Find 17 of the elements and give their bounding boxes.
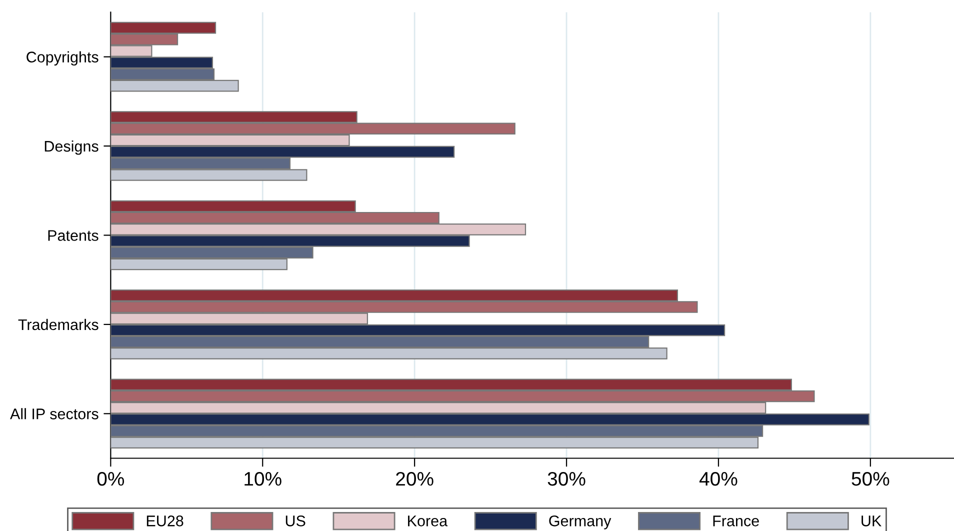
y-tick-label: Copyrights <box>26 51 98 66</box>
legend-label: Korea <box>408 516 448 526</box>
x-tick-label: 40% <box>699 472 738 486</box>
legend-label: Germany <box>549 516 612 530</box>
y-tick-label: Trademarks <box>18 318 98 330</box>
legend-label: UK <box>862 516 882 526</box>
y-tick-label: All IP sectors <box>10 408 98 420</box>
y-tick-label: Patents <box>48 230 98 241</box>
x-tick-label: 0% <box>97 472 124 486</box>
x-tick-label: 10% <box>244 472 282 486</box>
legend-label: France <box>713 516 759 526</box>
legend-label: EU28 <box>146 516 184 526</box>
legend-label: US <box>286 516 306 526</box>
x-tick-label: 30% <box>548 472 586 486</box>
x-tick-label: 50% <box>852 472 890 486</box>
x-tick-label: 20% <box>396 472 434 486</box>
y-tick-label: Designs <box>44 140 98 155</box>
